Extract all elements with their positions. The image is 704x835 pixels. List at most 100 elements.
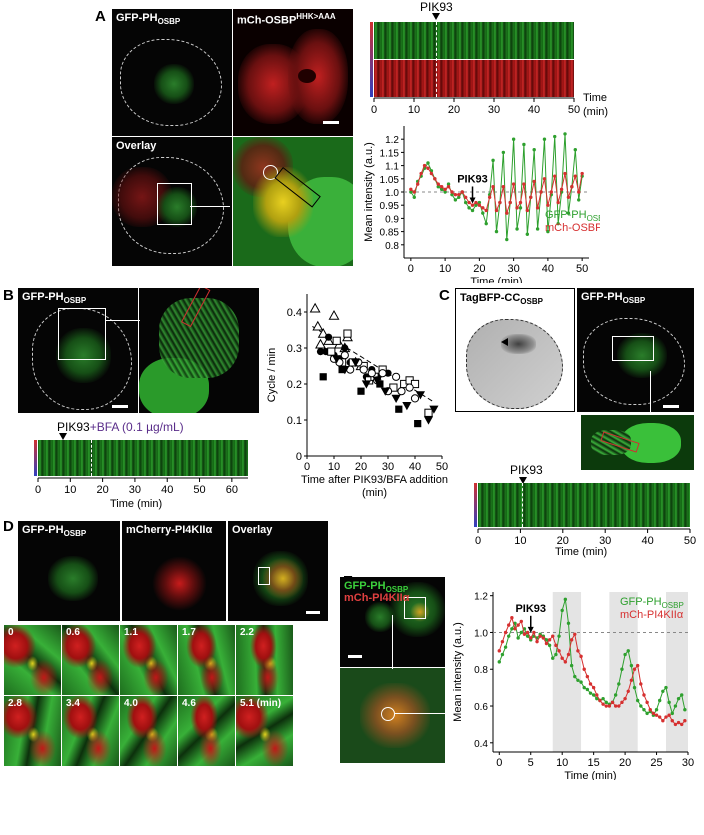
- data-point-1: [544, 641, 549, 646]
- data-point-0: [657, 698, 662, 703]
- data-point-1: [604, 704, 608, 708]
- x-tick-label: 10: [328, 461, 340, 473]
- data-point-1: [667, 713, 671, 717]
- x-axis-label: Time (min): [470, 276, 522, 283]
- data-point-0: [601, 696, 605, 701]
- data-point-1: [518, 200, 523, 205]
- data-point-1: [585, 674, 590, 679]
- x-tick-label: 50: [436, 461, 448, 473]
- data-point-0: [645, 711, 649, 716]
- data-point: [395, 405, 403, 413]
- data-point-0: [670, 711, 674, 716]
- data-point-0: [457, 195, 461, 199]
- data-point-1: [673, 722, 678, 727]
- x-axis-label-2: (min): [362, 487, 387, 499]
- data-point-0: [525, 634, 530, 638]
- panel-a-kymo-scalebar: [370, 22, 373, 97]
- kymo-tick-label: 30: [129, 484, 141, 496]
- timelapse-frame: 0: [4, 625, 61, 695]
- x-tick-label: 0: [304, 461, 310, 473]
- data-point-1: [556, 200, 560, 205]
- data-point-0: [484, 221, 488, 226]
- data-point-0: [426, 161, 430, 165]
- y-tick-label: 0.9: [385, 214, 399, 225]
- data-point-1: [494, 208, 499, 213]
- data-point-1: [450, 190, 454, 194]
- panel-b-kymo-axis: 0 10 20 30 40 50 60: [35, 477, 248, 496]
- data-point-1: [629, 678, 634, 682]
- data-point-0: [544, 638, 549, 642]
- data-point-1: [549, 190, 554, 194]
- data-point-1: [626, 689, 630, 694]
- timelapse-frame: 4.0: [120, 696, 177, 766]
- data-point-0: [556, 221, 560, 226]
- data-point-0: [470, 208, 475, 213]
- data-point-0: [439, 187, 444, 192]
- data-point-0: [557, 634, 561, 638]
- timelapse-frame: 2.2: [236, 625, 293, 695]
- data-point-1: [470, 203, 475, 207]
- data-point-1: [419, 171, 423, 176]
- data-point-0: [620, 667, 624, 671]
- panel-c-kymo-line: [522, 483, 523, 527]
- data-point-1: [460, 190, 464, 194]
- y-tick-label: 0.3: [287, 343, 302, 355]
- data-point-0: [563, 132, 567, 136]
- data-point-0: [409, 190, 413, 194]
- data-point-0: [477, 200, 482, 205]
- panel-d-label: D: [3, 518, 14, 535]
- data-point-0: [635, 698, 640, 703]
- data-point-0: [676, 696, 681, 701]
- kymo-tick-label: 50: [568, 104, 580, 116]
- y-tick-label: 1.0: [385, 188, 399, 199]
- legend-label-1: mCh-PI4KIIα: [620, 609, 684, 621]
- timelapse-time-label: 4.6: [182, 698, 196, 709]
- x-tick-label: 20: [473, 263, 485, 275]
- data-point: [357, 387, 365, 395]
- legend-label-1: mCh-OSBPHHK>AAA: [545, 220, 600, 234]
- data-point-0: [591, 693, 596, 697]
- data-point-0: [443, 190, 447, 194]
- data-point-1: [508, 200, 512, 205]
- data-point-0: [546, 229, 550, 234]
- data-point: [343, 329, 352, 338]
- data-point-1: [623, 696, 627, 701]
- panel-d-overlay-image: Overlay: [228, 521, 328, 621]
- data-point: [316, 348, 325, 356]
- data-point-1: [541, 636, 546, 640]
- panel-e-chart: 0.4 0.6 0.8 1.0 1.2 0 5 10 15 20 25 30 Time (min) Mea…: [452, 592, 694, 780]
- data-point-1: [661, 719, 665, 723]
- timelapse-frame: 4.6: [178, 696, 235, 766]
- data-point-1: [601, 702, 605, 706]
- data-point-1: [680, 722, 684, 727]
- panel-a-overlay-image: Overlay: [112, 137, 232, 266]
- y-tick-label: 1.05: [380, 175, 400, 186]
- x-axis-label: Time (min): [564, 770, 616, 780]
- panel-b-kymo-arrow-icon: [59, 433, 67, 440]
- timelapse-time-label: 0: [8, 627, 14, 638]
- x-axis-label-1: Time after PIK93/BFA addition: [301, 474, 448, 486]
- data-point-0: [569, 663, 574, 668]
- data-point-1: [500, 639, 505, 644]
- timelapse-time-label: 2.2: [240, 627, 254, 638]
- data-point-1: [511, 182, 516, 186]
- panel-d-gfp-image: GFP-PHOSBP: [18, 521, 120, 621]
- timelapse-time-label: 1.7: [182, 627, 196, 638]
- data-point-1: [546, 203, 550, 207]
- data-point-1: [477, 203, 482, 207]
- data-point-1: [446, 185, 451, 189]
- data-point: [351, 358, 361, 367]
- data-point-1: [547, 638, 552, 642]
- kymo-tick-label: 40: [641, 535, 653, 547]
- x-tick-label: 0: [496, 757, 502, 769]
- y-tick-label: 0.95: [380, 201, 400, 212]
- kymo-tick-label: 50: [193, 484, 205, 496]
- x-tick-label: 15: [588, 757, 600, 769]
- panel-e-zoom-arrow: [392, 615, 393, 669]
- data-point-0: [412, 195, 416, 199]
- panel-a-kymo-xlabel-1: Time: [583, 92, 608, 104]
- data-point-1: [535, 206, 540, 210]
- y-axis-label: Mean intensity (a.u.): [452, 622, 464, 722]
- panel-c-kymo-xlabel: Time (min): [555, 546, 608, 558]
- data-point-1: [513, 627, 517, 631]
